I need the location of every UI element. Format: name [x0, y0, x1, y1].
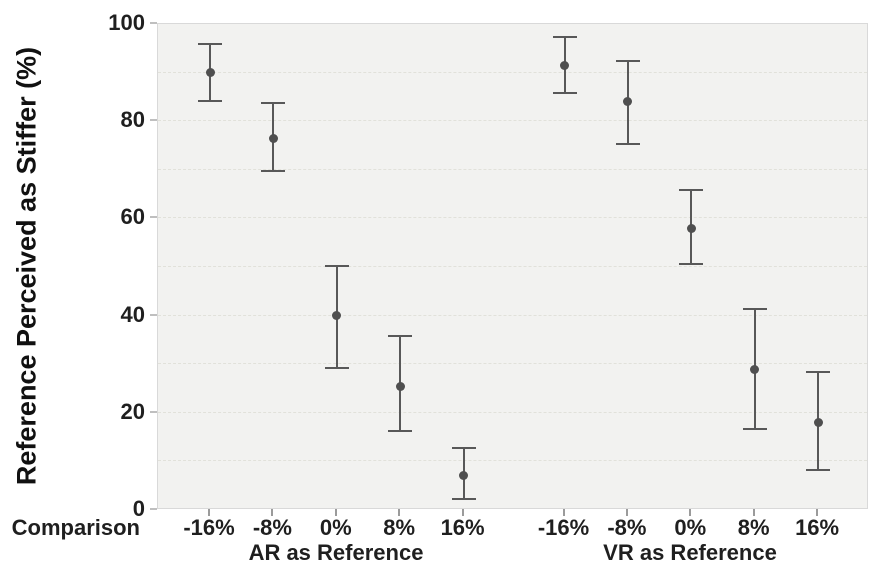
group-label-vr: VR as Reference	[603, 540, 777, 565]
data-point	[205, 68, 215, 78]
data-point	[332, 311, 342, 321]
y-axis-tick	[150, 22, 157, 24]
error-bar-cap-bottom	[261, 170, 286, 173]
y-axis-title: Reference Perceived as Stiffer (%)	[11, 46, 42, 486]
x-axis-tick	[752, 509, 755, 516]
gridline	[158, 217, 867, 219]
x-axis-tick	[271, 509, 274, 516]
x-axis-tick-label: 0%	[674, 515, 707, 540]
y-axis-tick-label: 60	[120, 204, 145, 230]
y-axis-tick-label: 80	[120, 107, 145, 133]
gridline	[158, 460, 867, 462]
error-bar-cap-bottom	[324, 367, 349, 370]
data-point	[395, 381, 405, 391]
y-axis-tick-label: 100	[108, 10, 145, 35]
x-axis-tick-label: -16%	[537, 515, 590, 540]
x-axis-tick	[625, 509, 628, 516]
error-bar-cap-bottom	[552, 92, 577, 95]
error-bar-cap-bottom	[806, 469, 831, 472]
x-axis-tick-label: 16%	[440, 515, 485, 540]
error-bar-cap-bottom	[198, 99, 222, 102]
data-point	[560, 60, 569, 70]
x-axis-tick	[208, 509, 210, 516]
error-bar-cap-bottom	[388, 430, 413, 433]
x-axis-tick	[816, 509, 819, 516]
gridline	[158, 314, 867, 316]
x-axis-tick-label: -16%	[183, 515, 235, 540]
data-point	[623, 97, 633, 107]
y-axis-tick	[150, 119, 157, 122]
y-axis-tick	[150, 216, 157, 219]
x-axis-tick-label: 8%	[737, 515, 770, 540]
gridline	[158, 168, 867, 170]
error-bar-cap-bottom	[451, 498, 476, 501]
x-axis-title: Comparison	[11, 515, 140, 540]
x-axis-tick	[398, 509, 401, 516]
y-axis-tick-label: 20	[120, 398, 145, 424]
data-point	[813, 418, 823, 428]
gridline	[158, 120, 867, 122]
x-axis-tick	[461, 509, 464, 516]
data-point	[686, 223, 696, 233]
gridline	[158, 71, 867, 73]
y-axis-tick-label: 40	[120, 301, 145, 327]
x-axis-tick-label: 8%	[383, 515, 416, 540]
group-label-ar: AR as Reference	[248, 540, 424, 565]
y-axis-tick-label: 0	[132, 496, 145, 521]
x-axis-tick-label: 16%	[795, 515, 840, 540]
x-axis-tick	[334, 509, 337, 516]
plot-area	[157, 23, 868, 509]
gridline	[158, 266, 867, 267]
data-point	[750, 364, 760, 374]
data-point	[459, 471, 469, 481]
x-axis-tick	[562, 509, 565, 516]
x-axis-tick-label: -8%	[607, 515, 647, 540]
error-bar-cap-bottom	[742, 427, 767, 430]
gridline	[158, 363, 867, 365]
gridline	[158, 411, 867, 413]
y-axis-tick	[150, 313, 157, 316]
y-axis-tick	[150, 410, 157, 413]
x-axis-tick-label: -8%	[252, 515, 292, 540]
y-axis-tick	[150, 508, 157, 510]
data-point	[268, 133, 278, 143]
x-axis-tick-label: 0%	[319, 515, 352, 540]
x-axis-tick	[689, 509, 692, 516]
error-bar-cap-bottom	[679, 262, 704, 265]
error-bar-cap-bottom	[615, 143, 640, 146]
